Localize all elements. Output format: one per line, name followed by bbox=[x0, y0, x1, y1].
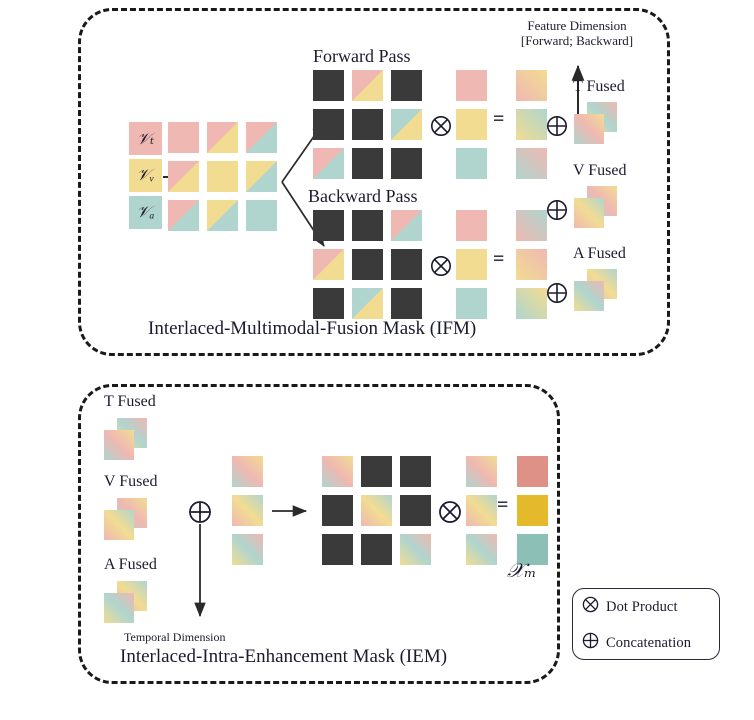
label-t-fused-right: T Fused bbox=[573, 78, 625, 95]
label-temporal-dimension: Temporal Dimension bbox=[124, 630, 226, 644]
label-a-fused-right: A Fused bbox=[573, 245, 626, 262]
legend-item-dot-product: Dot Product bbox=[573, 589, 719, 625]
label-feature-dimension: Feature Dimension [Forward; Backward] bbox=[492, 18, 662, 49]
iem-mask-grid bbox=[322, 456, 431, 565]
input-tile-visual: 𝒱ᵥ bbox=[129, 159, 162, 192]
legend-item-concatenation: Concatenation bbox=[573, 625, 719, 661]
t-fused-card-stack-left bbox=[104, 418, 147, 460]
temporal-dimension-arrow bbox=[194, 524, 206, 618]
input-tile-audio: 𝒱ₐ bbox=[129, 196, 162, 229]
circled-times-icon-legend bbox=[582, 596, 599, 618]
backward-result-column bbox=[516, 210, 547, 319]
v-fused-card-stack bbox=[574, 186, 617, 228]
label-a-fused-left: A Fused bbox=[104, 556, 157, 573]
circled-plus-icon-iem bbox=[188, 500, 211, 523]
caption-iem: Interlaced-Intra-Enhancement Mask (IEM) bbox=[120, 646, 448, 667]
forward-operand-column bbox=[456, 70, 487, 179]
circled-times-icon-iem bbox=[438, 500, 461, 523]
label-v-fused-left: V Fused bbox=[104, 473, 158, 490]
panel-iem bbox=[78, 384, 560, 684]
panel-ifm bbox=[78, 8, 670, 356]
input-tile-text: 𝒱ₜ bbox=[129, 122, 162, 155]
equals-sign-forward: = bbox=[493, 108, 505, 130]
equals-sign-backward: = bbox=[493, 248, 505, 270]
circled-plus-icon-a bbox=[546, 282, 568, 304]
label-output-xm: 𝒳ₘ bbox=[507, 560, 537, 582]
forward-result-column bbox=[516, 70, 547, 179]
interlaced-sequence-grid bbox=[168, 122, 277, 231]
label-v-fused-right: V Fused bbox=[573, 162, 627, 179]
label-backward-pass: Backward Pass bbox=[308, 186, 418, 206]
iem-concatenated-column bbox=[232, 456, 263, 565]
legend-label-concatenation: Concatenation bbox=[606, 634, 692, 651]
legend-label-dot-product: Dot Product bbox=[606, 598, 678, 615]
feature-dimension-line-1: Feature Dimension bbox=[527, 18, 627, 33]
backward-operand-column bbox=[456, 210, 487, 319]
caption-ifm: Interlaced-Multimodal-Fusion Mask (IFM) bbox=[148, 318, 477, 339]
iem-output-column bbox=[517, 456, 548, 565]
circled-times-icon-forward bbox=[430, 115, 452, 137]
forward-pass-mask-grid bbox=[313, 70, 422, 179]
circled-times-icon-backward bbox=[430, 255, 452, 277]
label-forward-pass: Forward Pass bbox=[313, 46, 411, 66]
circled-plus-icon-legend bbox=[582, 632, 599, 654]
backward-pass-mask-grid bbox=[313, 210, 422, 319]
feature-dimension-line-2: [Forward; Backward] bbox=[520, 33, 634, 49]
feature-dimension-arrow bbox=[571, 64, 585, 118]
a-fused-card-stack bbox=[574, 269, 617, 311]
a-fused-card-stack-left bbox=[104, 581, 147, 623]
circled-plus-icon-t bbox=[546, 115, 568, 137]
label-t-fused-left: T Fused bbox=[104, 393, 156, 410]
t-fused-card-stack bbox=[574, 102, 617, 144]
legend-box: Dot Product Concatenation bbox=[572, 588, 720, 660]
circled-plus-icon-v bbox=[546, 199, 568, 221]
iem-operand-column bbox=[466, 456, 497, 565]
v-fused-card-stack-left bbox=[104, 498, 147, 540]
equals-sign-iem: = bbox=[497, 494, 509, 516]
arrow-concat-to-mask bbox=[272, 505, 308, 517]
